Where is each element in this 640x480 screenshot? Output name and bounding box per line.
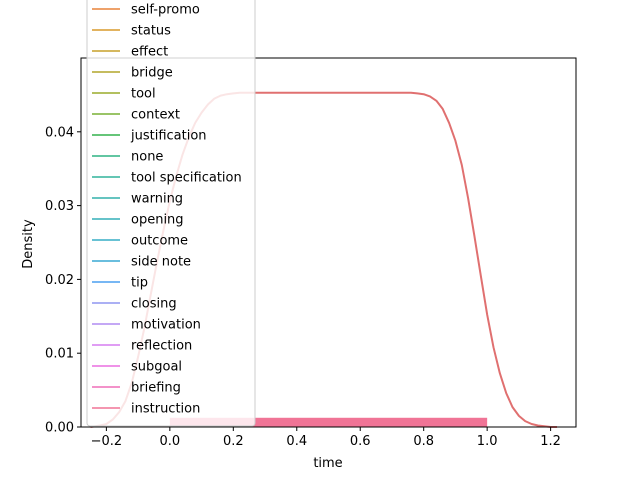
legend-label: tool specification [131, 171, 242, 186]
y-tick-label: 0.02 [45, 273, 74, 288]
x-tick-label: 0.4 [286, 434, 307, 449]
legend-label: closing [131, 297, 177, 312]
legend-label: justification [130, 129, 207, 144]
legend-label: side note [131, 255, 191, 270]
legend-label: self-promo [131, 3, 200, 18]
legend-label: reflection [131, 339, 192, 354]
y-axis-label: Density [21, 219, 36, 269]
x-axis-label: time [313, 456, 342, 471]
x-tick-label: 1.0 [477, 434, 498, 449]
legend-label: none [131, 150, 163, 165]
legend-label: subgoal [131, 360, 182, 375]
axes: −0.2 0.0 0.2 0.4 0.6 0.8 1.0 1.2 0.00 0.01 0.02 0.0… [45, 57, 577, 449]
y-tick-label: 0.03 [45, 199, 74, 214]
y-tick-label: 0.01 [45, 347, 74, 362]
x-tick-label: 0.0 [160, 434, 181, 449]
legend-label: briefing [131, 381, 181, 396]
legend-label: warning [131, 192, 183, 207]
legend-label: bridge [131, 66, 173, 81]
x-tick-label: 1.2 [540, 434, 561, 449]
y-tick-label: 0.00 [45, 421, 74, 436]
x-tick-label: 0.2 [223, 434, 244, 449]
legend-label: opening [131, 213, 184, 228]
y-tick-label: 0.04 [45, 125, 74, 140]
legend-label: outcome [131, 234, 188, 249]
plot-frame [80, 57, 577, 428]
rug-band [169, 417, 488, 427]
legend-label: instruction [131, 402, 200, 417]
x-tick-label: 0.8 [413, 434, 434, 449]
legend-label: effect [131, 45, 168, 60]
legend-label: motivation [131, 318, 201, 333]
legend-label: tool [131, 87, 156, 102]
x-tick-label: 0.6 [350, 434, 371, 449]
x-tick-label: −0.2 [91, 434, 123, 449]
legend-label: context [131, 108, 180, 123]
legend-label: status [131, 24, 171, 39]
legend: self-promo status effect bridge tool context j… [86, 0, 256, 427]
legend-label: tip [131, 276, 148, 291]
legend-box [86, 0, 256, 427]
